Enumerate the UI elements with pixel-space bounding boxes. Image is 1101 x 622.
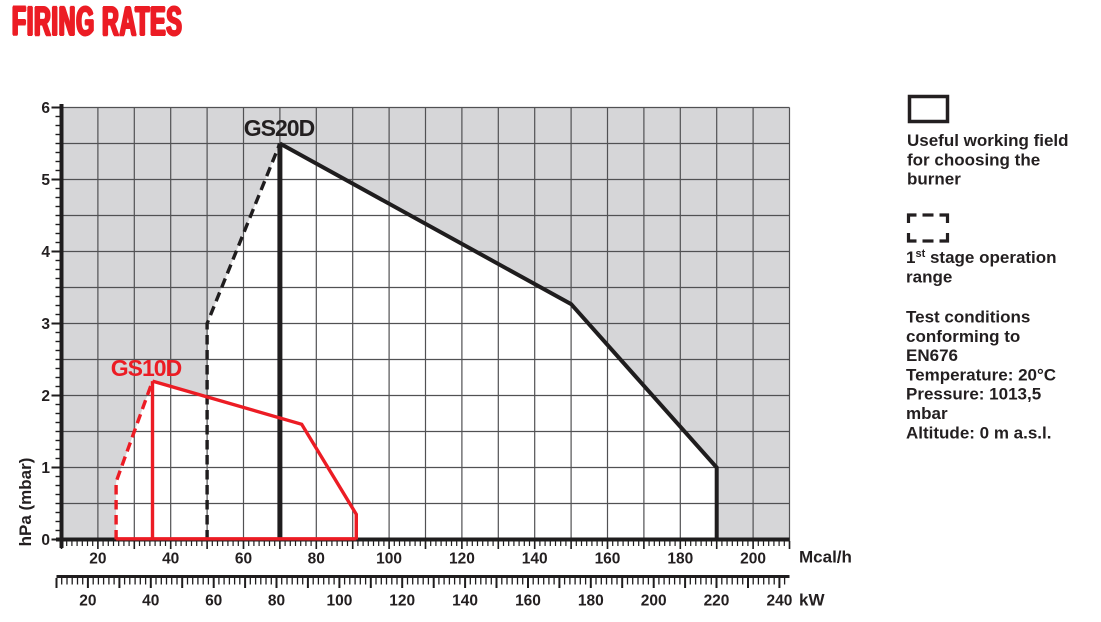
svg-text:1: 1 <box>41 460 50 477</box>
svg-text:20: 20 <box>89 551 106 568</box>
svg-text:180: 180 <box>667 551 693 568</box>
svg-text:for choosing the: for choosing the <box>907 150 1040 169</box>
svg-text:burner: burner <box>907 170 961 189</box>
svg-text:conforming to: conforming to <box>906 327 1020 346</box>
svg-text:hPa (mbar): hPa (mbar) <box>16 458 35 547</box>
svg-text:240: 240 <box>766 593 792 610</box>
svg-text:Pressure: 1013,5: Pressure: 1013,5 <box>906 385 1041 404</box>
svg-text:200: 200 <box>740 551 766 568</box>
svg-text:range: range <box>906 267 952 286</box>
svg-text:Test conditions: Test conditions <box>906 308 1030 327</box>
svg-text:100: 100 <box>376 551 402 568</box>
svg-text:160: 160 <box>515 593 541 610</box>
svg-text:0: 0 <box>41 532 50 549</box>
svg-text:4: 4 <box>41 244 50 261</box>
svg-text:140: 140 <box>452 593 478 610</box>
svg-text:Useful working field: Useful working field <box>907 131 1069 150</box>
svg-text:mbar: mbar <box>906 404 948 423</box>
svg-text:5: 5 <box>41 172 50 189</box>
svg-text:80: 80 <box>268 593 285 610</box>
svg-text:60: 60 <box>235 551 252 568</box>
svg-text:GS20D: GS20D <box>244 115 315 141</box>
svg-text:60: 60 <box>205 593 222 610</box>
svg-text:kW: kW <box>799 591 825 610</box>
svg-text:Mcal/h: Mcal/h <box>799 548 852 567</box>
svg-text:160: 160 <box>595 551 621 568</box>
svg-text:140: 140 <box>522 551 548 568</box>
svg-text:120: 120 <box>389 593 415 610</box>
svg-text:20: 20 <box>79 593 96 610</box>
svg-text:100: 100 <box>326 593 352 610</box>
svg-text:EN676: EN676 <box>906 346 958 365</box>
svg-text:3: 3 <box>41 316 50 333</box>
svg-text:1st stage operation: 1st stage operation <box>906 248 1057 267</box>
svg-text:2: 2 <box>41 388 50 405</box>
svg-text:40: 40 <box>162 551 179 568</box>
svg-text:200: 200 <box>641 593 667 610</box>
svg-text:6: 6 <box>41 100 50 117</box>
svg-text:80: 80 <box>308 551 325 568</box>
svg-text:40: 40 <box>142 593 159 610</box>
svg-text:220: 220 <box>704 593 730 610</box>
svg-text:180: 180 <box>578 593 604 610</box>
svg-text:Altitude: 0 m a.s.l.: Altitude: 0 m a.s.l. <box>906 423 1051 442</box>
svg-text:Temperature: 20°C: Temperature: 20°C <box>906 365 1056 384</box>
svg-text:120: 120 <box>449 551 475 568</box>
svg-text:GS10D: GS10D <box>111 355 182 381</box>
